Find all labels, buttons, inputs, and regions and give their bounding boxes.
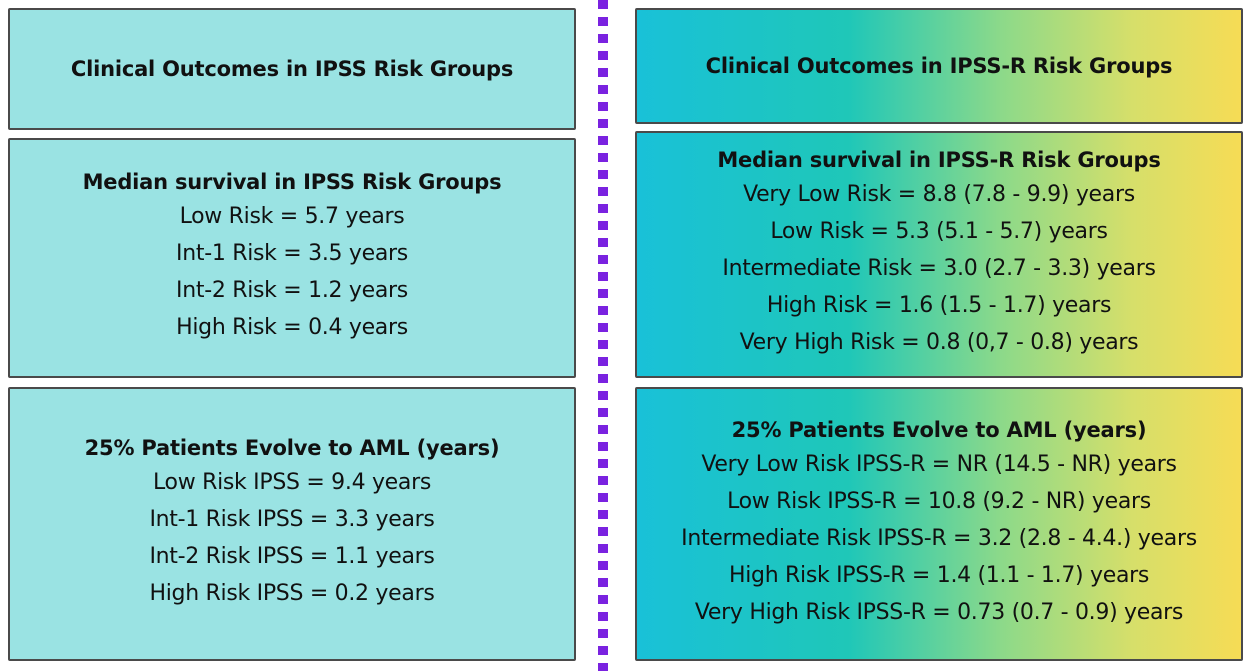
dashed-divider (598, 0, 608, 671)
ipss-aml-low: Low Risk IPSS = 9.4 years (152, 470, 432, 495)
ipss-aml-int2: Int-2 Risk IPSS = 1.1 years (149, 544, 435, 569)
ipss-aml-title: 25% Patients Evolve to AML (years) (84, 436, 500, 460)
ipss-r-header-box: Clinical Outcomes in IPSS-R Risk Groups (635, 8, 1243, 124)
ipss-header-title: Clinical Outcomes in IPSS Risk Groups (70, 57, 514, 81)
ipss-r-header-title: Clinical Outcomes in IPSS-R Risk Groups (705, 54, 1173, 78)
ipss-survival-title: Median survival in IPSS Risk Groups (82, 170, 502, 194)
ipss-r-survival-high: High Risk = 1.6 (1.5 - 1.7) years (766, 293, 1112, 318)
ipss-aml-box: 25% Patients Evolve to AML (years) Low R… (8, 387, 576, 661)
ipss-r-aml-high: High Risk IPSS-R = 1.4 (1.1 - 1.7) years (728, 562, 1150, 588)
ipss-r-aml-title: 25% Patients Evolve to AML (years) (731, 417, 1147, 442)
ipss-survival-low: Low Risk = 5.7 years (179, 204, 405, 229)
ipss-survival-high: High Risk = 0.4 years (176, 315, 408, 340)
ipss-r-survival-very-high: Very High Risk = 0.8 (0,7 - 0.8) years (739, 330, 1139, 355)
ipss-r-survival-low: Low Risk = 5.3 (5.1 - 5.7) years (770, 219, 1108, 244)
ipss-aml-high: High Risk IPSS = 0.2 years (149, 581, 435, 606)
ipss-r-survival-box: Median survival in IPSS-R Risk Groups Ve… (635, 131, 1243, 378)
ipss-survival-int2: Int-2 Risk = 1.2 years (176, 278, 408, 303)
ipss-survival-box: Median survival in IPSS Risk Groups Low … (8, 138, 576, 378)
ipss-r-aml-box: 25% Patients Evolve to AML (years) Very … (635, 387, 1243, 661)
ipss-survival-int1: Int-1 Risk = 3.5 years (176, 241, 408, 266)
ipss-r-aml-very-high: Very High Risk IPSS-R = 0.73 (0.7 - 0.9)… (694, 599, 1184, 625)
ipss-r-aml-intermediate: Intermediate Risk IPSS-R = 3.2 (2.8 - 4.… (681, 525, 1197, 551)
ipss-aml-int1: Int-1 Risk IPSS = 3.3 years (149, 507, 435, 532)
ipss-r-survival-very-low: Very Low Risk = 8.8 (7.8 - 9.9) years (743, 182, 1135, 207)
ipss-r-survival-intermediate: Intermediate Risk = 3.0 (2.7 - 3.3) year… (722, 256, 1156, 281)
ipss-r-aml-very-low: Very Low Risk IPSS-R = NR (14.5 - NR) ye… (701, 451, 1177, 477)
ipss-header-box: Clinical Outcomes in IPSS Risk Groups (8, 8, 576, 130)
ipss-r-aml-low: Low Risk IPSS-R = 10.8 (9.2 - NR) years (727, 488, 1151, 514)
ipss-r-survival-title: Median survival in IPSS-R Risk Groups (717, 148, 1161, 172)
